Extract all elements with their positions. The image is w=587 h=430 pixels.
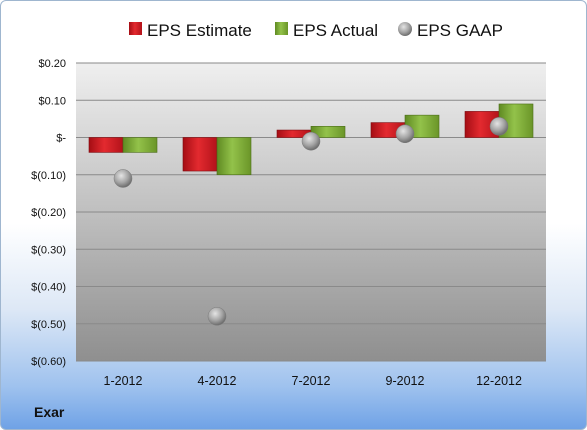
eps-gaap-marker — [301, 131, 321, 151]
x-axis-category-labels: 1-2012 4-2012 7-2012 9-2012 12-2012 — [104, 374, 522, 388]
eps-estimate-bar — [182, 137, 218, 172]
eps-gaap-marker — [489, 117, 509, 136]
y-tick-label: $(0.20) — [31, 207, 66, 219]
eps-actual-bar — [122, 137, 158, 153]
x-tick-label: 4-2012 — [198, 374, 237, 388]
eps-actual-bar — [310, 126, 346, 138]
legend-swatch-actual — [275, 22, 288, 35]
legend-label-actual: EPS Actual — [293, 21, 378, 40]
company-label: Exar — [34, 404, 65, 420]
legend-label-estimate: EPS Estimate — [147, 21, 252, 40]
eps-actual-bar — [216, 137, 252, 176]
x-tick-label: 7-2012 — [292, 374, 331, 388]
x-tick-label: 9-2012 — [386, 374, 425, 388]
x-tick-label: 12-2012 — [476, 374, 522, 388]
y-tick-label: $0.20 — [38, 58, 66, 70]
eps-gaap-marker — [113, 169, 133, 188]
legend: EPS Estimate EPS Actual EPS GAAP — [129, 21, 503, 40]
x-tick-label: 1-2012 — [104, 374, 143, 388]
y-tick-label: $(0.30) — [31, 244, 66, 256]
legend-label-gaap: EPS GAAP — [417, 21, 503, 40]
y-tick-label: $0.10 — [38, 95, 66, 107]
legend-marker-gaap — [398, 22, 412, 36]
legend-swatch-estimate — [129, 22, 142, 35]
y-axis-tick-labels: $0.20 $0.10 $- $(0.10) $(0.20) $(0.30) $(0.40)… — [31, 58, 66, 368]
y-tick-label: $(0.60) — [31, 356, 66, 368]
gaap-markers — [113, 117, 509, 326]
y-tick-label: $(0.50) — [31, 319, 66, 331]
y-tick-label: $(0.10) — [31, 170, 66, 182]
eps-gaap-marker — [395, 124, 415, 144]
y-tick-label: $- — [56, 133, 66, 145]
y-tick-label: $(0.40) — [31, 282, 66, 294]
eps-estimate-bar — [88, 137, 124, 153]
eps-gaap-marker — [207, 307, 227, 326]
